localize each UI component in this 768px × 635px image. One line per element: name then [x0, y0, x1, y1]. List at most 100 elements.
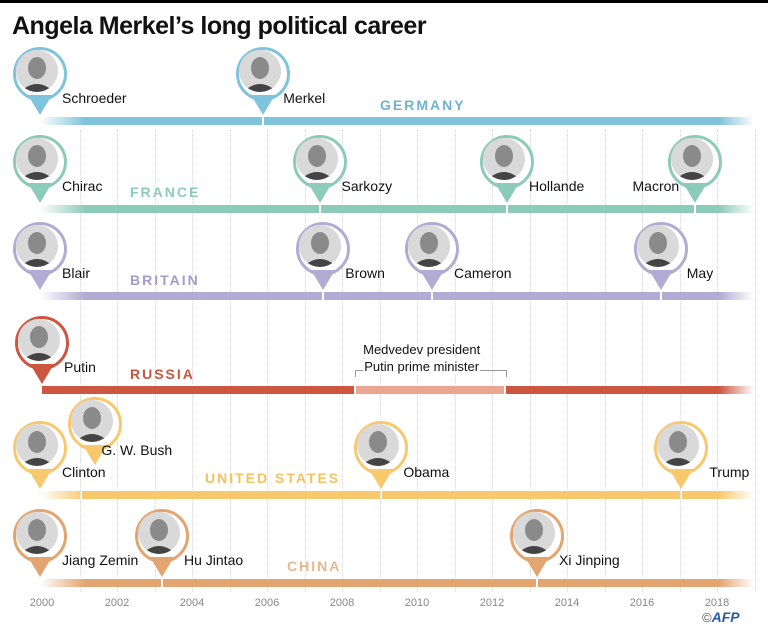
- pin-tip: [30, 364, 54, 384]
- term-bar: [163, 579, 536, 587]
- pin-tip: [682, 183, 707, 203]
- page-title: Angela Merkel’s long political career: [12, 12, 427, 40]
- leader-pin: [354, 421, 409, 491]
- leader-pin: [15, 316, 69, 386]
- pin-tip: [369, 469, 394, 489]
- country-label: CHINA: [287, 558, 342, 574]
- term-bar: [506, 386, 754, 394]
- term-bar: [40, 491, 81, 499]
- leader-name: Obama: [403, 464, 450, 480]
- leader-name: Xi Jinping: [559, 552, 620, 568]
- copyright-symbol: ©: [702, 610, 712, 625]
- term-bar: [324, 292, 431, 300]
- portrait-icon: [16, 138, 58, 180]
- gridline: [79, 130, 81, 592]
- portrait-icon: [16, 225, 58, 267]
- country-label: BRITAIN: [130, 272, 200, 288]
- pin-tip: [28, 95, 52, 115]
- leader-pin: [236, 47, 291, 117]
- term-bar: [40, 205, 319, 213]
- portrait-icon: [71, 400, 114, 442]
- leader-name: Cameron: [454, 265, 512, 281]
- interlude-line2: Putin prime minister: [363, 358, 481, 375]
- term-bar: [40, 117, 263, 125]
- pin-tip: [669, 469, 694, 489]
- gridline: [642, 130, 643, 592]
- leader-pin: [405, 222, 459, 292]
- portrait-icon: [295, 138, 338, 180]
- portrait-icon: [16, 512, 58, 554]
- interlude-line1: Medvedev president: [363, 342, 481, 357]
- leader-pin: [292, 135, 347, 205]
- top-rule: [0, 0, 768, 3]
- pin-tip: [648, 270, 673, 290]
- pin-tip: [311, 270, 336, 290]
- term-bar: [695, 205, 754, 213]
- pin-tip: [83, 445, 108, 465]
- portrait-icon: [18, 319, 60, 361]
- leader-pin: [135, 509, 189, 579]
- term-bar: [382, 491, 681, 499]
- gridline: [304, 130, 306, 592]
- term-bar: [40, 292, 323, 300]
- gridline: [604, 130, 606, 592]
- year-label: 2018: [704, 597, 730, 609]
- afp-credit: ©AFP: [702, 609, 740, 625]
- leader-pin: [633, 222, 688, 292]
- pin-tip: [28, 270, 52, 290]
- portrait-icon: [138, 512, 180, 554]
- term-bar: [356, 386, 505, 394]
- term-bar: [508, 205, 694, 213]
- leader-name: Jiang Zemin: [62, 552, 139, 568]
- portrait-icon: [408, 225, 450, 267]
- year-label: 2004: [179, 597, 205, 609]
- pin-tip: [28, 557, 52, 577]
- pin-tip: [495, 183, 519, 203]
- portrait-icon: [513, 512, 555, 554]
- term-bar: [320, 205, 506, 213]
- leader-pin: [13, 509, 67, 579]
- gridline: [192, 130, 193, 592]
- gridline: [267, 130, 268, 592]
- pin-tip: [251, 95, 276, 115]
- gridline: [154, 130, 156, 592]
- term-bar: [538, 579, 754, 587]
- country-label: FRANCE: [130, 184, 201, 200]
- portrait-icon: [299, 225, 342, 267]
- year-label: 2000: [29, 597, 55, 609]
- portrait-icon: [16, 424, 58, 466]
- portrait-icon: [636, 225, 679, 267]
- country-label: RUSSIA: [130, 366, 195, 382]
- leader-pin: [480, 135, 534, 205]
- leader-pin: [510, 509, 564, 579]
- leader-pin: [13, 421, 67, 491]
- portrait-icon: [657, 424, 700, 466]
- pin-tip: [307, 183, 332, 203]
- leader-pin: [667, 135, 722, 205]
- year-label: 2008: [329, 597, 355, 609]
- term-bar: [82, 491, 381, 499]
- term-bar: [42, 386, 355, 394]
- portrait-icon: [483, 138, 525, 180]
- year-label: 2006: [254, 597, 280, 609]
- leader-name: Schroeder: [62, 90, 127, 106]
- term-bar: [40, 579, 161, 587]
- leader-name: Macron: [632, 178, 680, 194]
- leader-name: Chirac: [62, 178, 103, 194]
- year-label: 2002: [104, 597, 130, 609]
- leader-name: Sarkozy: [341, 178, 393, 194]
- leader-pin: [296, 222, 351, 292]
- gridline: [492, 130, 493, 592]
- term-bar: [661, 292, 754, 300]
- gridline: [529, 130, 531, 592]
- leader-name: Trump: [709, 464, 750, 480]
- afp-logo: AFP: [711, 609, 740, 625]
- leader-pin: [654, 421, 709, 491]
- year-label: 2014: [554, 597, 580, 609]
- gridline: [717, 130, 718, 592]
- leader-name: Merkel: [283, 90, 326, 106]
- leader-name: Clinton: [62, 464, 106, 480]
- term-bar: [433, 292, 660, 300]
- leader-name: Hollande: [529, 178, 585, 194]
